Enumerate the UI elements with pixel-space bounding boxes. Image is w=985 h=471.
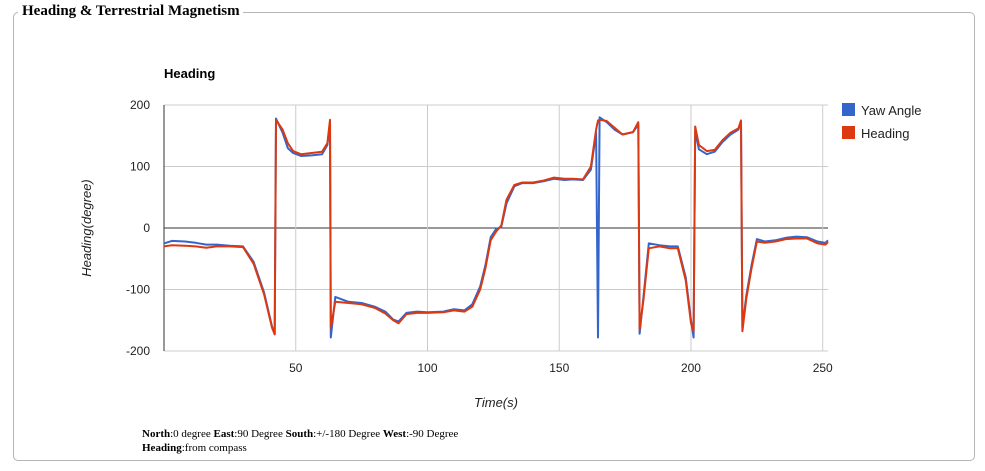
x-tick-label: 50 — [289, 361, 303, 375]
y-tick-label: 0 — [143, 221, 150, 235]
legend-swatch — [842, 103, 855, 116]
y-tick-label: -100 — [126, 283, 150, 297]
chart-title: Heading — [164, 66, 216, 81]
notes: North:0 degree East:90 Degree South:+/-1… — [142, 427, 458, 455]
y-tick-label: -200 — [126, 344, 150, 358]
legend-swatch — [842, 126, 855, 139]
panel-legend: Heading & Terrestrial Magnetism — [18, 3, 243, 20]
west-value: :-90 Degree — [406, 428, 459, 440]
legend-label: Heading — [861, 126, 909, 141]
series-line-heading — [163, 118, 829, 336]
north-value: :0 degree — [170, 428, 214, 440]
series-line-yaw-angle — [163, 116, 829, 339]
east-value: :90 Degree — [234, 428, 286, 440]
x-tick-label: 250 — [813, 361, 833, 375]
legend-label: Yaw Angle — [861, 103, 921, 118]
heading-value: :from compass — [181, 442, 247, 454]
north-label: North — [142, 428, 171, 440]
notes-heading-line: Heading:from compass — [142, 441, 458, 455]
south-value: :+/-180 Degree — [313, 428, 383, 440]
west-label: West — [382, 428, 407, 440]
east-label: East — [213, 428, 235, 440]
heading-label: Heading — [142, 442, 182, 454]
x-tick-label: 150 — [549, 361, 569, 375]
y-tick-label: 200 — [130, 98, 150, 112]
chart-panel — [13, 12, 975, 461]
x-tick-label: 200 — [681, 361, 701, 375]
notes-directions-line: North:0 degree East:90 Degree South:+/-1… — [142, 427, 458, 441]
x-axis-title: Time(s) — [474, 395, 518, 410]
y-axis-title: Heading(degree) — [79, 179, 94, 277]
south-label: South — [285, 428, 314, 440]
x-tick-label: 100 — [417, 361, 437, 375]
y-tick-label: 100 — [130, 160, 150, 174]
